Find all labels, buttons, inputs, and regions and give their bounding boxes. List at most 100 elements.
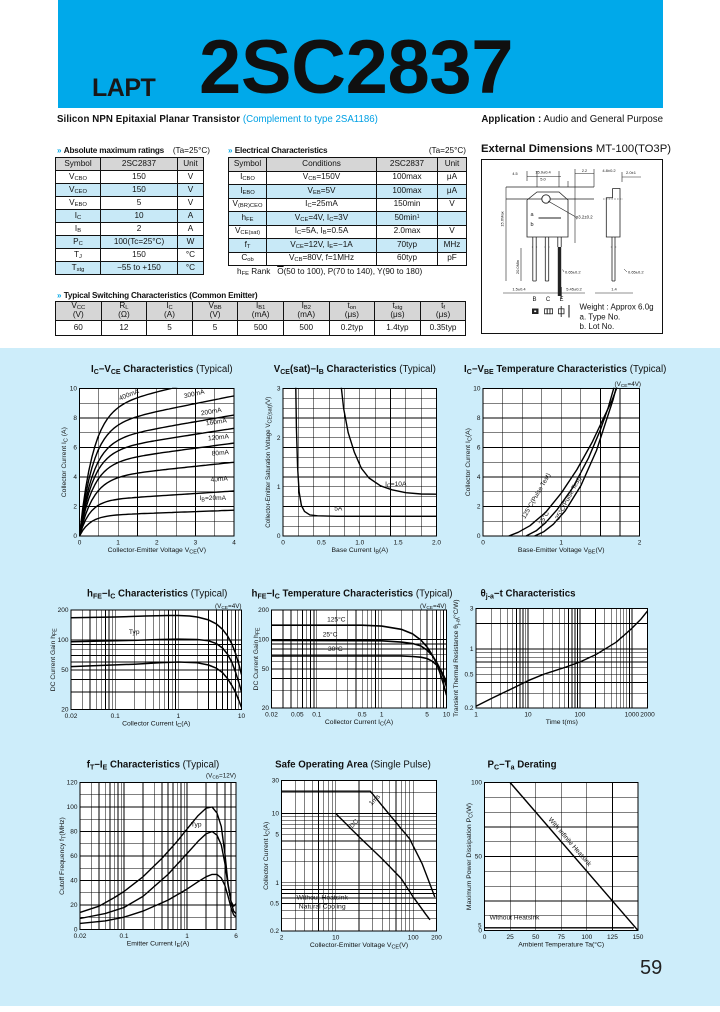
svg-text:Safe Operating Area (Single Pu: Safe Operating Area (Single Pulse) bbox=[275, 760, 431, 771]
svg-text:0: 0 bbox=[73, 533, 77, 540]
svg-text:5.45±0.2: 5.45±0.2 bbox=[566, 287, 582, 292]
svg-text:8: 8 bbox=[477, 415, 481, 422]
svg-text:Collector Current IC(A): Collector Current IC(A) bbox=[325, 719, 393, 728]
svg-text:6: 6 bbox=[73, 445, 77, 452]
svg-text:0.02: 0.02 bbox=[265, 712, 278, 719]
svg-text:Cutoff Frequency fT(MHz): Cutoff Frequency fT(MHz) bbox=[59, 817, 68, 895]
svg-text:4.8±0.2: 4.8±0.2 bbox=[602, 168, 616, 173]
svg-text:125°C: 125°C bbox=[327, 616, 346, 624]
svg-text:300mA: 300mA bbox=[183, 389, 206, 401]
svg-text:10: 10 bbox=[443, 712, 451, 719]
svg-text:10: 10 bbox=[473, 386, 481, 393]
svg-text:Typ: Typ bbox=[191, 822, 202, 829]
svg-text:PC−Ta Derating: PC−Ta Derating bbox=[488, 760, 557, 772]
svg-text:1: 1 bbox=[474, 712, 478, 719]
svg-text:1: 1 bbox=[116, 540, 120, 547]
svg-text:15.9±0.4: 15.9±0.4 bbox=[535, 170, 551, 175]
svg-text:DC Current Gain hFE: DC Current Gain hFE bbox=[50, 628, 59, 691]
svg-text:DC: DC bbox=[349, 818, 361, 830]
svg-text:20: 20 bbox=[262, 705, 270, 712]
svg-text:10: 10 bbox=[272, 811, 280, 818]
svg-text:(VCE=4V): (VCE=4V) bbox=[215, 603, 241, 611]
svg-text:1000: 1000 bbox=[625, 712, 640, 719]
svg-text:2.0±1: 2.0±1 bbox=[626, 170, 637, 175]
svg-text:IC=10A: IC=10A bbox=[385, 481, 407, 490]
svg-text:0: 0 bbox=[481, 540, 485, 547]
svg-text:120: 120 bbox=[67, 780, 78, 787]
svg-text:200: 200 bbox=[431, 935, 442, 942]
svg-text:hFE−IC Temperature Characteri: hFE−IC Temperature Characteristics (Typi… bbox=[252, 589, 453, 601]
svg-text:0.65±0.2: 0.65±0.2 bbox=[565, 270, 581, 275]
svg-text:(VCB=12V): (VCB=12V) bbox=[206, 773, 236, 781]
svg-text:5A: 5A bbox=[334, 505, 343, 512]
svg-text:2000: 2000 bbox=[640, 712, 655, 719]
svg-text:b. Lot No.: b. Lot No. bbox=[580, 322, 615, 331]
svg-text:1: 1 bbox=[380, 712, 384, 719]
svg-text:1: 1 bbox=[275, 880, 279, 887]
svg-text:100: 100 bbox=[67, 804, 78, 811]
svg-text:20: 20 bbox=[70, 902, 78, 909]
svg-text:VCE(sat)−IB Characteristics (T: VCE(sat)−IB Characteristics (Typical) bbox=[274, 364, 436, 376]
svg-text:Ambient Temperature Ta(°C): Ambient Temperature Ta(°C) bbox=[518, 941, 604, 949]
svg-text:−30°C: −30°C bbox=[324, 645, 343, 653]
svg-text:Typ: Typ bbox=[129, 629, 140, 636]
svg-text:hFE−IC Characteristics (Typica: hFE−IC Characteristics (Typical) bbox=[87, 589, 227, 601]
svg-text:3: 3 bbox=[277, 386, 281, 393]
svg-text:E: E bbox=[559, 297, 563, 303]
svg-text:0.1: 0.1 bbox=[111, 713, 120, 720]
svg-text:0: 0 bbox=[483, 934, 487, 941]
svg-text:1.4: 1.4 bbox=[611, 287, 617, 292]
svg-text:0.65±0.2: 0.65±0.2 bbox=[628, 270, 644, 275]
svg-text:Collector Current IC(A): Collector Current IC(A) bbox=[465, 428, 474, 496]
svg-text:200: 200 bbox=[58, 607, 69, 614]
svg-text:1: 1 bbox=[277, 484, 281, 491]
svg-text:a: a bbox=[530, 212, 534, 218]
svg-text:0.02: 0.02 bbox=[65, 713, 78, 720]
svg-text:Collector-Emitter Voltage VCE(: Collector-Emitter Voltage VCE(V) bbox=[310, 942, 408, 951]
svg-text:2: 2 bbox=[155, 540, 159, 547]
svg-text:4.5: 4.5 bbox=[512, 172, 517, 176]
svg-text:5: 5 bbox=[425, 712, 429, 719]
svg-text:0.1: 0.1 bbox=[312, 712, 321, 719]
svg-text:6: 6 bbox=[477, 445, 481, 452]
svg-text:2: 2 bbox=[280, 935, 284, 942]
svg-text:200: 200 bbox=[258, 607, 269, 614]
svg-text:2.2: 2.2 bbox=[582, 169, 587, 173]
svg-text:(VCE=4V): (VCE=4V) bbox=[420, 603, 446, 611]
svg-text:100: 100 bbox=[58, 637, 69, 644]
svg-text:Transient Thermal Resistance θ: Transient Thermal Resistance θj-a(°C/W) bbox=[452, 599, 462, 716]
svg-text:0: 0 bbox=[277, 533, 281, 540]
svg-text:125: 125 bbox=[607, 934, 618, 941]
svg-text:0.1: 0.1 bbox=[119, 933, 128, 940]
svg-text:10: 10 bbox=[332, 935, 340, 942]
svg-text:50: 50 bbox=[532, 934, 540, 941]
svg-text:80mA: 80mA bbox=[211, 449, 229, 458]
svg-text:1.0: 1.0 bbox=[355, 540, 364, 547]
svg-text:4: 4 bbox=[73, 474, 77, 481]
svg-text:IB=20mA: IB=20mA bbox=[200, 495, 227, 504]
svg-text:50: 50 bbox=[475, 854, 483, 861]
svg-text:20: 20 bbox=[61, 707, 69, 714]
svg-text:10: 10 bbox=[238, 713, 246, 720]
svg-text:3: 3 bbox=[470, 606, 474, 613]
svg-text:100: 100 bbox=[581, 934, 592, 941]
svg-text:25: 25 bbox=[506, 934, 514, 941]
svg-text:1: 1 bbox=[559, 540, 563, 547]
svg-text:Without Heatsink: Without Heatsink bbox=[490, 914, 541, 921]
svg-text:50: 50 bbox=[262, 666, 270, 673]
svg-text:a. Type No.: a. Type No. bbox=[580, 313, 621, 322]
svg-text:Without Heatsink: Without Heatsink bbox=[297, 895, 349, 902]
svg-text:0: 0 bbox=[477, 533, 481, 540]
svg-text:Time t(ms): Time t(ms) bbox=[546, 719, 578, 726]
svg-text:0.5: 0.5 bbox=[464, 672, 473, 679]
svg-text:Base Current IB(A): Base Current IB(A) bbox=[332, 547, 389, 556]
svg-text:0: 0 bbox=[478, 928, 482, 935]
svg-text:0.5: 0.5 bbox=[317, 540, 326, 547]
svg-text:75: 75 bbox=[558, 934, 566, 941]
svg-text:0.05: 0.05 bbox=[291, 712, 304, 719]
svg-text:15.6Max: 15.6Max bbox=[500, 211, 505, 226]
svg-text:0.5: 0.5 bbox=[358, 712, 367, 719]
svg-text:Natural Cooling: Natural Cooling bbox=[299, 904, 346, 911]
svg-text:40mA: 40mA bbox=[210, 475, 228, 483]
svg-text:θj-a−t Characteristics: θj-a−t Characteristics bbox=[481, 589, 576, 601]
